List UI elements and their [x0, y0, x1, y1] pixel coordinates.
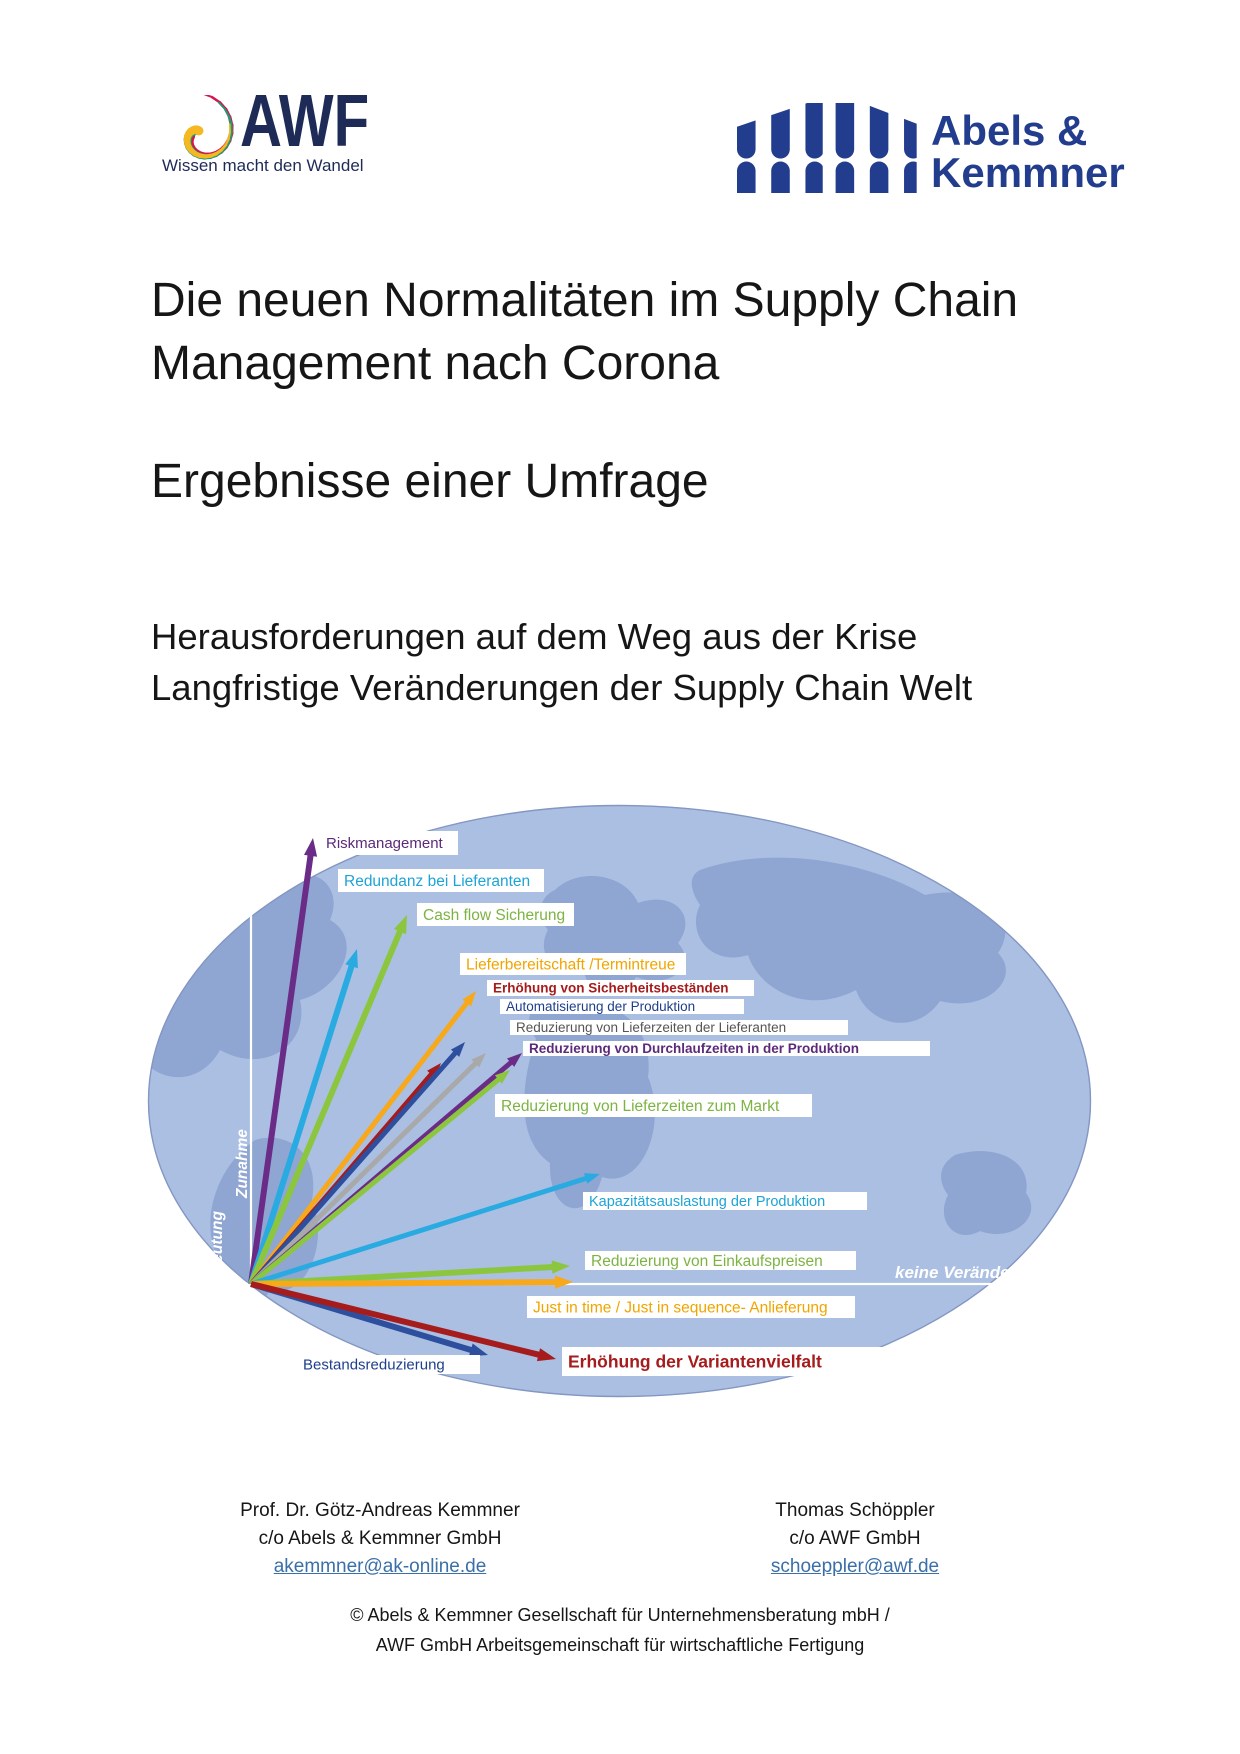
- svg-text:Cash flow Sicherung: Cash flow Sicherung: [423, 907, 565, 924]
- svg-text:Bedeutung: Bedeutung: [209, 1211, 226, 1292]
- svg-text:Reduzierung von Lieferzeiten: Reduzierung von Lieferzeiten der Liefera…: [516, 1020, 786, 1035]
- svg-text:Just in time / Just in sequenc: Just in time / Just in sequence- Anliefe…: [533, 1299, 828, 1316]
- svg-text:Automatisierung der Produkti: Automatisierung der Produktion: [506, 999, 695, 1014]
- svg-text:Abels &: Abels &: [931, 107, 1087, 154]
- svg-text:Erhöhung von Sicherheitsbest: Erhöhung von Sicherheitsbeständen: [493, 981, 729, 996]
- svg-text:Riskmanagement: Riskmanagement: [326, 835, 444, 852]
- svg-text:Wissen macht den Wandel: Wissen macht den Wandel: [162, 156, 364, 175]
- svg-text:Reduzierung von Einkaufsprei: Reduzierung von Einkaufspreisen: [591, 1253, 823, 1270]
- svg-text:Erhöhung der Variantenvielfa: Erhöhung der Variantenvielfalt: [568, 1352, 822, 1372]
- svg-text:Reduzierung von Durchlaufzei: Reduzierung von Durchlaufzeiten in der P…: [529, 1041, 859, 1056]
- svg-text:Reduzierung von Lieferzeiten: Reduzierung von Lieferzeiten zum Markt: [501, 1098, 780, 1115]
- svg-text:Bestandsreduzierung: Bestandsreduzierung: [303, 1357, 445, 1374]
- svg-text:Kapazitätsauslastung der Pro: Kapazitätsauslastung der Produktion: [589, 1194, 825, 1210]
- svg-text:Kemmner: Kemmner: [931, 149, 1125, 193]
- svg-text:Zunahme: Zunahme: [234, 1129, 251, 1199]
- svg-text:Lieferbereitschaft /Termintreu: Lieferbereitschaft /Termintreue: [466, 956, 675, 973]
- svg-text:Redundanz bei Lieferanten: Redundanz bei Lieferanten: [344, 873, 530, 890]
- svg-text:AWF: AWF: [240, 95, 369, 163]
- svg-text:keine Veränderung: keine Veränderung: [895, 1263, 1048, 1282]
